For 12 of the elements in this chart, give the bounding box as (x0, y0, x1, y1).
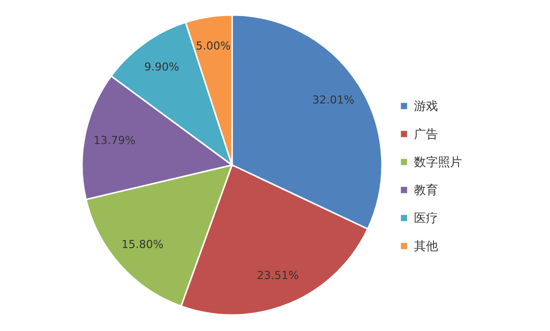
data-label: 23.51% (256, 268, 299, 282)
legend-label: 数字照片 (414, 155, 462, 169)
legend-label: 广告 (414, 127, 438, 141)
data-label: 9.90% (144, 60, 180, 74)
legend-label: 其他 (414, 239, 438, 253)
data-label: 15.80% (121, 238, 164, 251)
data-label: 13.79% (93, 134, 136, 147)
data-label: 32.01% (312, 94, 354, 107)
legend-label: 医疗 (414, 211, 438, 225)
data-label: 5.00% (196, 39, 231, 52)
legend-label: 游戏 (414, 99, 438, 113)
legend-label: 教育 (414, 183, 438, 197)
